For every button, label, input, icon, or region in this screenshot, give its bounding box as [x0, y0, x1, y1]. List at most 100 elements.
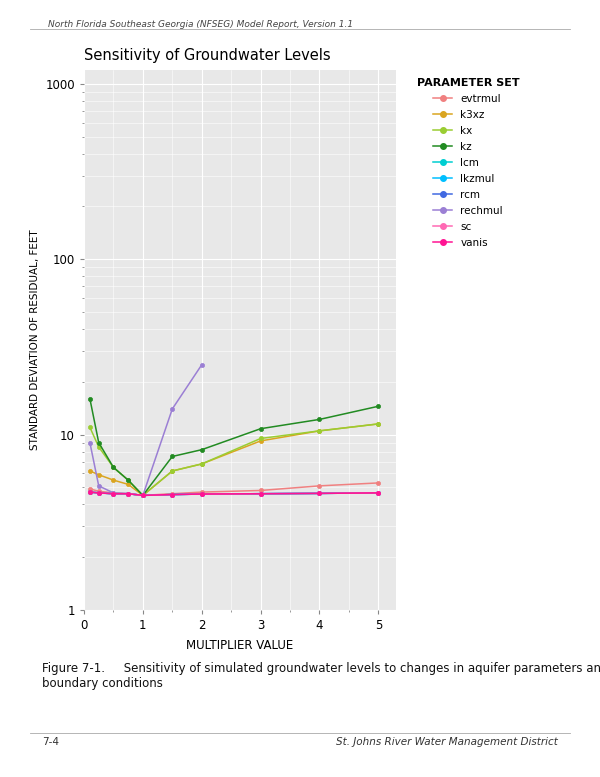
vanis [375, 488, 382, 497]
evtrmul [86, 484, 94, 493]
lcm [375, 488, 382, 497]
kx [95, 442, 103, 451]
lkzmul [198, 490, 205, 499]
k3xz [257, 436, 264, 445]
kx [316, 427, 323, 436]
Line: k3xz: k3xz [88, 422, 380, 497]
Line: rechmul: rechmul [88, 363, 204, 497]
vanis [198, 490, 205, 499]
Text: St. Johns River Water Management District: St. Johns River Water Management Distric… [336, 737, 558, 747]
Y-axis label: STANDARD DEVIATION OF RESIDUAL, FEET: STANDARD DEVIATION OF RESIDUAL, FEET [30, 230, 40, 450]
k3xz [95, 470, 103, 479]
lcm [316, 489, 323, 498]
Line: kx: kx [88, 422, 380, 497]
rcm [125, 489, 132, 498]
sc [316, 489, 323, 498]
evtrmul [95, 486, 103, 496]
kz [125, 476, 132, 485]
kx [139, 491, 146, 500]
kz [257, 424, 264, 434]
lcm [257, 489, 264, 498]
k3xz [86, 466, 94, 476]
rechmul [95, 481, 103, 490]
rechmul [139, 491, 146, 500]
lkzmul [95, 488, 103, 497]
rcm [375, 488, 382, 497]
vanis [257, 489, 264, 498]
sc [110, 489, 117, 498]
vanis [169, 490, 176, 499]
kz [110, 463, 117, 472]
lkzmul [110, 489, 117, 498]
kz [95, 438, 103, 448]
vanis [95, 488, 103, 497]
Text: Figure 7-1.     Sensitivity of simulated groundwater levels to changes in aquife: Figure 7-1. Sensitivity of simulated gro… [42, 662, 600, 690]
Line: sc: sc [88, 490, 380, 497]
lcm [110, 489, 117, 498]
sc [86, 487, 94, 497]
kz [198, 445, 205, 455]
X-axis label: MULTIPLIER VALUE: MULTIPLIER VALUE [187, 639, 293, 652]
kz [86, 394, 94, 403]
rcm [86, 487, 94, 497]
rechmul [86, 438, 94, 448]
k3xz [316, 427, 323, 436]
rcm [316, 489, 323, 498]
sc [139, 491, 146, 500]
evtrmul [125, 489, 132, 498]
lkzmul [316, 489, 323, 498]
k3xz [125, 479, 132, 489]
sc [169, 490, 176, 499]
evtrmul [110, 488, 117, 497]
lkzmul [375, 488, 382, 497]
k3xz [375, 420, 382, 429]
lcm [125, 489, 132, 498]
sc [257, 489, 264, 498]
evtrmul [257, 486, 264, 495]
evtrmul [198, 487, 205, 497]
Text: North Florida Southeast Georgia (NFSEG) Model Report, Version 1.1: North Florida Southeast Georgia (NFSEG) … [48, 20, 353, 30]
lcm [139, 491, 146, 500]
lkzmul [139, 491, 146, 500]
rcm [169, 490, 176, 499]
sc [125, 489, 132, 498]
k3xz [169, 466, 176, 476]
evtrmul [316, 481, 323, 490]
lcm [169, 490, 176, 499]
kx [198, 459, 205, 469]
Text: Sensitivity of Groundwater Levels: Sensitivity of Groundwater Levels [84, 48, 331, 63]
Line: rcm: rcm [88, 490, 380, 497]
Line: evtrmul: evtrmul [88, 481, 380, 497]
lcm [95, 488, 103, 497]
kx [375, 420, 382, 429]
kx [110, 463, 117, 472]
lkzmul [125, 489, 132, 498]
Line: vanis: vanis [88, 490, 380, 497]
evtrmul [139, 491, 146, 500]
lkzmul [257, 489, 264, 498]
k3xz [139, 491, 146, 500]
sc [198, 490, 205, 499]
Line: lcm: lcm [88, 490, 380, 497]
Text: 7-4: 7-4 [42, 737, 59, 747]
kx [86, 423, 94, 432]
Line: kz: kz [88, 397, 380, 497]
rcm [139, 491, 146, 500]
evtrmul [169, 489, 176, 498]
rechmul [198, 360, 205, 369]
lkzmul [86, 487, 94, 497]
evtrmul [375, 479, 382, 488]
Legend: evtrmul, k3xz, kx, kz, lcm, lkzmul, rcm, rechmul, sc, vanis: evtrmul, k3xz, kx, kz, lcm, lkzmul, rcm,… [413, 75, 523, 251]
kx [125, 476, 132, 485]
kz [375, 402, 382, 411]
rcm [198, 490, 205, 499]
rcm [257, 489, 264, 498]
vanis [125, 489, 132, 498]
lcm [198, 490, 205, 499]
Line: lkzmul: lkzmul [88, 490, 380, 497]
rcm [110, 489, 117, 498]
kz [316, 415, 323, 424]
k3xz [110, 476, 117, 485]
sc [375, 488, 382, 497]
rechmul [169, 404, 176, 413]
